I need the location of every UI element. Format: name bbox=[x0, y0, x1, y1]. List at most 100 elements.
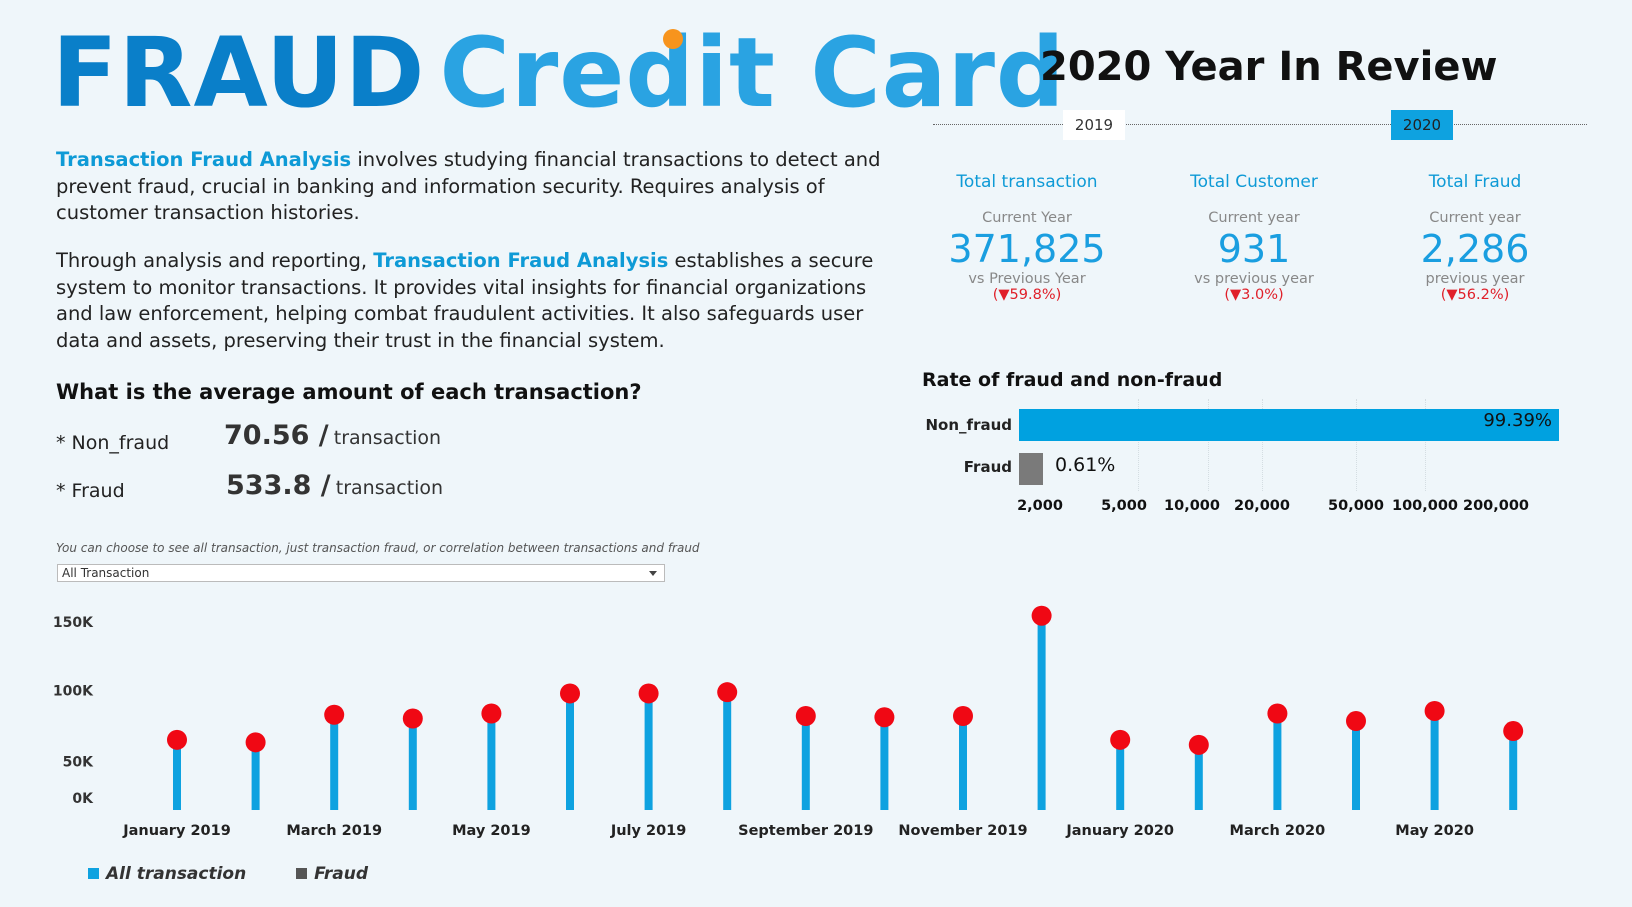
kpi-vs-label: vs previous year bbox=[1194, 271, 1314, 287]
rate-fraud-label: Fraud bbox=[963, 458, 1012, 476]
kpi-change: (▼59.8%) bbox=[992, 287, 1062, 303]
kpi-head: Total Fraud bbox=[1428, 172, 1522, 192]
bar-all-transaction bbox=[723, 692, 732, 810]
p2-highlight: Transaction Fraud Analysis bbox=[373, 249, 669, 272]
x-tick-label: January 2019 bbox=[122, 823, 231, 839]
y-tick-label: 50K bbox=[63, 754, 94, 770]
year-option-2020[interactable]: 2020 bbox=[1391, 110, 1453, 140]
rate-tick-label: 10,000 bbox=[1164, 498, 1220, 514]
monthly-transactions-chart: 150K 100K 50K 0K January 2019 March 2019 May 2… bbox=[53, 605, 1524, 839]
title-part-credit-card-text: Credit Card bbox=[439, 17, 1066, 129]
marker-point bbox=[560, 683, 580, 704]
bar-all-transaction bbox=[251, 742, 260, 810]
kpi-change: (▼3.0%) bbox=[1224, 287, 1284, 303]
description-paragraph-2: Through analysis and reporting, Transact… bbox=[56, 248, 896, 354]
bar-all-transaction bbox=[566, 693, 574, 810]
year-option-2019[interactable]: 2019 bbox=[1063, 110, 1125, 140]
p1-text: involves studying financial transactions… bbox=[56, 148, 881, 224]
kpi-total-fraud: Total Fraud Current year 2,286 previous … bbox=[1375, 172, 1575, 303]
legend-fraud-label[interactable]: Fraud bbox=[314, 864, 369, 884]
bar-all-transaction bbox=[644, 693, 653, 810]
bar-all-transaction bbox=[801, 716, 810, 810]
bar-all-transaction bbox=[880, 717, 889, 810]
kpi-value: 931 bbox=[1217, 227, 1291, 271]
rate-tick-label: 50,000 bbox=[1328, 498, 1384, 514]
marker-point bbox=[1346, 711, 1366, 732]
rate-chart-title: Rate of fraud and non-fraud bbox=[922, 369, 1223, 391]
kpi-head: Total transaction bbox=[956, 172, 1098, 192]
p2-text: establishes a secure system to monitor t… bbox=[56, 249, 874, 352]
kpi-value: 371,825 bbox=[948, 227, 1106, 271]
marker-point bbox=[795, 706, 816, 726]
title-part-fraud: FRAUD bbox=[52, 17, 426, 129]
bar-all-transaction bbox=[1194, 744, 1203, 810]
avg-fraud-number: 533.8 / bbox=[226, 470, 331, 501]
filter-hint: You can choose to see all transaction, j… bbox=[56, 541, 700, 555]
bar-all-transaction bbox=[1116, 739, 1125, 810]
avg-non-fraud-value: 70.56 / transaction bbox=[224, 420, 441, 451]
rate-gridline bbox=[1138, 399, 1139, 491]
marker-point bbox=[324, 704, 345, 725]
bar-all-transaction bbox=[1352, 721, 1360, 810]
marker-point bbox=[1110, 729, 1131, 750]
legend-all-swatch bbox=[88, 868, 99, 879]
dashboard-title: FRAUD Credit Card bbox=[52, 18, 1066, 128]
chevron-down-icon[interactable] bbox=[649, 571, 657, 576]
kpi-value: 2,286 bbox=[1420, 227, 1530, 271]
y-tick-label: 150K bbox=[53, 615, 94, 631]
bar-all-transaction bbox=[487, 713, 496, 810]
rate-fraud-pct: 0.61% bbox=[1055, 454, 1116, 476]
kpi-vs-label: previous year bbox=[1425, 271, 1525, 287]
avg-non-fraud-label: * Non_fraud bbox=[56, 432, 170, 454]
i-dot-icon bbox=[663, 29, 684, 49]
x-tick-label: March 2019 bbox=[286, 823, 382, 839]
x-tick-label: November 2019 bbox=[898, 823, 1027, 839]
legend-all-label[interactable]: All transaction bbox=[106, 864, 247, 884]
description-paragraph-1: Transaction Fraud Analysis involves stud… bbox=[56, 147, 896, 227]
kpi-current-label: Current year bbox=[1429, 210, 1521, 226]
rate-gridline bbox=[1425, 399, 1426, 491]
year-review-title: 2020 Year In Review bbox=[1040, 44, 1498, 90]
rate-non-fraud-bar[interactable] bbox=[1019, 409, 1559, 441]
kpi-current-label: Current Year bbox=[982, 210, 1072, 226]
marker-point bbox=[245, 732, 266, 753]
rate-tick-label: 5,000 bbox=[1101, 498, 1147, 514]
bar-all-transaction bbox=[408, 718, 417, 810]
bar-all-transaction bbox=[1430, 710, 1439, 810]
x-tick-label: July 2019 bbox=[610, 823, 687, 839]
kpi-current-label: Current year bbox=[1208, 210, 1300, 226]
rate-non-fraud-pct: 99.39% bbox=[1483, 410, 1552, 431]
x-tick-label: March 2020 bbox=[1230, 823, 1326, 839]
p2-pre: Through analysis and reporting, bbox=[56, 249, 374, 272]
bar-all-transaction bbox=[1273, 713, 1282, 810]
avg-fraud-label: * Fraud bbox=[56, 480, 125, 502]
kpi-head: Total Customer bbox=[1190, 172, 1318, 192]
x-tick-label: May 2019 bbox=[452, 823, 531, 839]
avg-fraud-value: 533.8 / transaction bbox=[226, 470, 443, 501]
rate-gridline bbox=[1356, 399, 1357, 491]
title-part-credit-card: Credit Card bbox=[439, 17, 1065, 129]
transaction-filter-dropdown[interactable]: All Transaction bbox=[57, 564, 665, 582]
marker-point bbox=[874, 707, 895, 728]
marker-point bbox=[953, 706, 973, 726]
filter-selected-value: All Transaction bbox=[62, 566, 150, 580]
rate-non-fraud-label: Non_fraud bbox=[925, 416, 1013, 434]
marker-point bbox=[167, 729, 187, 750]
rate-tick-label: 200,000 bbox=[1462, 498, 1530, 514]
marker-point bbox=[638, 683, 659, 704]
marker-point bbox=[402, 708, 423, 729]
bar-all-transaction bbox=[173, 739, 181, 810]
avg-non-fraud-number: 70.56 / bbox=[224, 420, 329, 451]
kpi-vs-label: vs Previous Year bbox=[968, 271, 1086, 287]
x-tick-label: January 2020 bbox=[1065, 823, 1174, 839]
rate-gridline bbox=[1262, 399, 1263, 491]
marker-point bbox=[717, 682, 738, 703]
marker-point bbox=[1031, 605, 1052, 626]
avg-fraud-unit: transaction bbox=[335, 477, 444, 499]
rate-fraud-bar[interactable] bbox=[1019, 453, 1043, 485]
x-tick-label: May 2020 bbox=[1395, 823, 1474, 839]
marker-point bbox=[1188, 734, 1209, 755]
legend-fraud-swatch bbox=[296, 868, 308, 879]
y-tick-label: 0K bbox=[72, 791, 94, 807]
chart-legend: All transaction Fraud bbox=[88, 864, 368, 884]
